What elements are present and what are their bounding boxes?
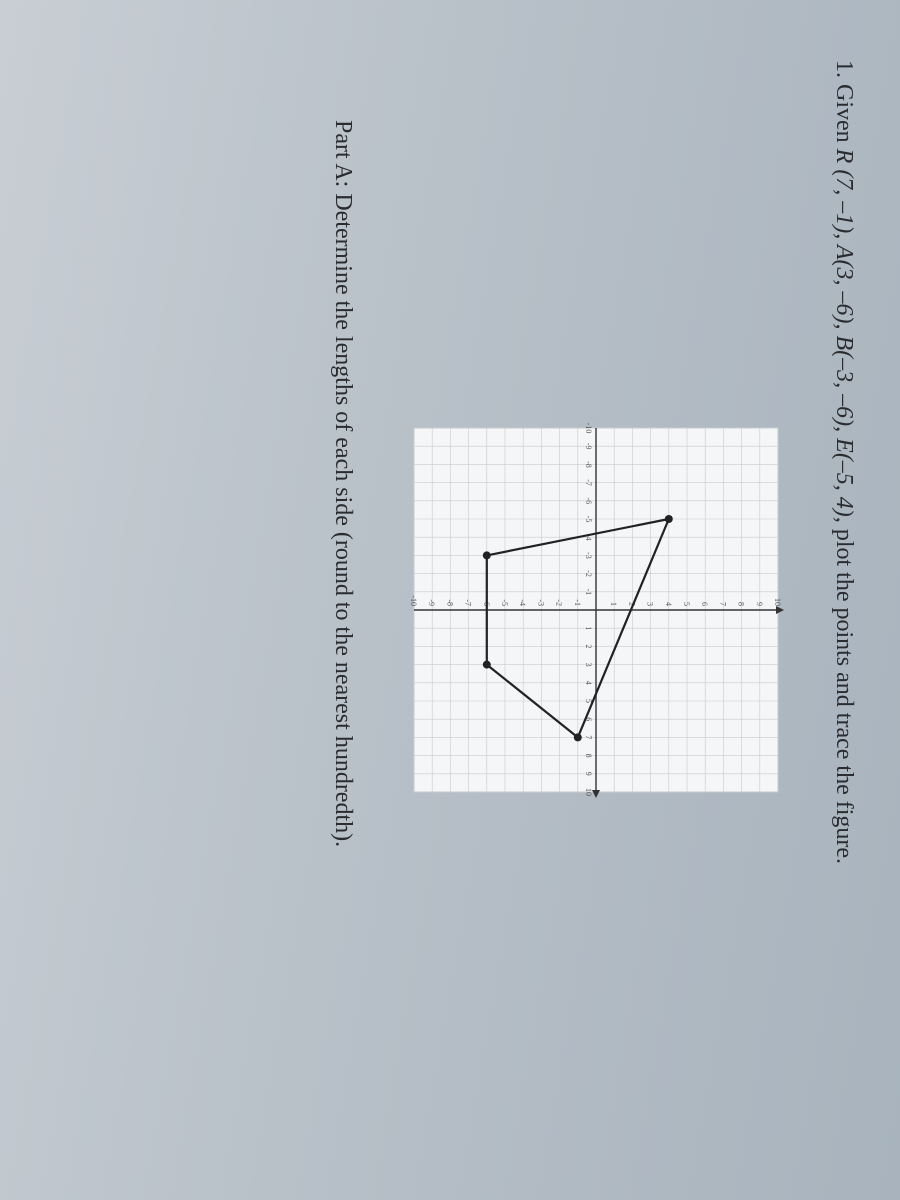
svg-text:-6: -6 (584, 497, 593, 504)
svg-text:-1: -1 (584, 588, 593, 595)
svg-text:10: 10 (773, 598, 782, 606)
svg-text:-7: -7 (464, 599, 473, 606)
svg-text:8: 8 (584, 754, 593, 758)
svg-text:6: 6 (701, 602, 710, 606)
problem-points: R (7, –1), A(3, –6), B(–3, –6), E(–5, 4) (831, 149, 857, 517)
svg-text:-5: -5 (584, 516, 593, 523)
svg-text:-9: -9 (584, 443, 593, 450)
svg-text:4: 4 (664, 602, 673, 606)
problem-number: 1. (831, 60, 857, 78)
svg-text:1: 1 (584, 626, 593, 630)
part-a: Part A: Determine the lengths of each si… (329, 120, 356, 1160)
svg-text:-10: -10 (584, 423, 593, 434)
svg-text:1: 1 (610, 602, 619, 606)
svg-text:10: 10 (584, 788, 593, 796)
svg-text:-2: -2 (555, 599, 564, 606)
svg-text:-3: -3 (537, 599, 546, 606)
svg-text:8: 8 (737, 602, 746, 606)
svg-text:-10: -10 (409, 595, 418, 606)
part-a-text: Determine the lengths of each side (roun… (330, 193, 356, 847)
svg-text:3: 3 (584, 663, 593, 667)
svg-text:4: 4 (584, 681, 593, 685)
coordinate-graph: -10 -9 -8 -7 -6 -5 -4 -3 -2 -1 1 2 3 4 5 6 7 8 9 10 -10 -9 -8 -… (396, 410, 796, 810)
graph-container: -10 -9 -8 -7 -6 -5 -4 -3 -2 -1 1 2 3 4 5 6 7 8 9 10 -10 -9 -8 -… (396, 60, 796, 1160)
svg-text:5: 5 (682, 602, 691, 606)
svg-text:2: 2 (584, 644, 593, 648)
svg-text:7: 7 (719, 602, 728, 606)
problem-tail: , plot the points and trace the figure. (831, 517, 857, 864)
svg-text:9: 9 (755, 602, 764, 606)
svg-text:-3: -3 (584, 552, 593, 559)
svg-text:-5: -5 (500, 599, 509, 606)
svg-text:-4: -4 (519, 599, 528, 606)
svg-text:7: 7 (584, 735, 593, 739)
svg-text:-2: -2 (584, 570, 593, 577)
problem-statement: 1. Given R (7, –1), A(3, –6), B(–3, –6),… (826, 60, 860, 1160)
part-a-label: Part A: (330, 120, 356, 187)
problem-lead: Given (831, 84, 857, 149)
svg-text:-1: -1 (573, 599, 582, 606)
svg-text:-7: -7 (584, 479, 593, 486)
svg-text:3: 3 (646, 602, 655, 606)
svg-text:-8: -8 (584, 461, 593, 468)
svg-text:9: 9 (584, 772, 593, 776)
svg-text:-9: -9 (428, 599, 437, 606)
svg-text:-8: -8 (446, 599, 455, 606)
